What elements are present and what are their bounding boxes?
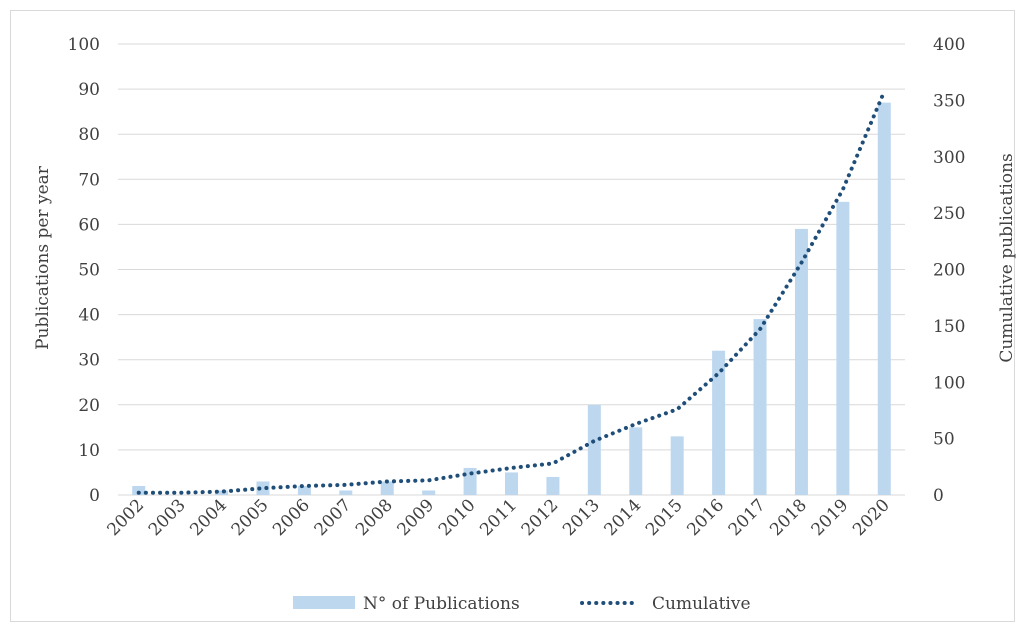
bar-2007 — [339, 490, 353, 495]
x-tick-label: 2013 — [559, 495, 604, 540]
cumulative-line — [136, 89, 887, 495]
x-tick-label: 2019 — [808, 495, 853, 540]
x-tick-label: 2006 — [269, 495, 314, 540]
x-tick-label: 2008 — [352, 495, 397, 540]
y-tick-label-right: 100 — [933, 373, 965, 393]
bar-2004 — [215, 490, 229, 495]
y-tick-label-left: 90 — [78, 80, 100, 100]
x-tick-label: 2009 — [393, 495, 438, 540]
y-tick-label-left: 0 — [89, 486, 100, 506]
right-axis-ticks: 0 50 100 150 200 250 300 350 400 — [933, 35, 965, 506]
bar-2018 — [794, 228, 808, 495]
x-tick-label: 2018 — [766, 495, 811, 540]
bar-2013 — [587, 404, 601, 495]
y-tick-label-left: 80 — [78, 125, 100, 145]
x-tick-label: 2020 — [849, 495, 894, 540]
bar-2015 — [670, 436, 684, 495]
gridlines — [118, 43, 905, 496]
bar-2010 — [463, 467, 477, 495]
x-tick-label: 2003 — [145, 495, 190, 540]
bar-2017 — [753, 319, 767, 495]
bar-2016 — [712, 350, 726, 495]
legend-bar-label: N° of Publications — [363, 594, 520, 614]
y-axis-title-right: Cumulative publications — [997, 153, 1017, 362]
x-tick-label: 2017 — [725, 495, 770, 540]
y-tick-label-left: 40 — [78, 306, 100, 326]
y-axis-title-left: Publications per year — [33, 165, 53, 350]
x-tick-label: 2005 — [228, 495, 273, 540]
bar-2012 — [546, 476, 560, 495]
legend-bar-swatch — [293, 596, 355, 609]
x-tick-label: 2002 — [104, 495, 149, 540]
y-tick-label-left: 20 — [78, 396, 100, 416]
bar-2009 — [422, 490, 436, 495]
x-axis-ticks: 2002200320042005200620072008200920102011… — [104, 495, 894, 540]
bar-2020 — [877, 102, 891, 495]
x-tick-label: 2007 — [311, 495, 356, 540]
y-tick-label-left: 60 — [78, 215, 100, 235]
bar-2014 — [629, 427, 643, 495]
y-tick-label-right: 400 — [933, 35, 965, 55]
y-tick-label-right: 250 — [933, 204, 965, 224]
x-tick-label: 2010 — [435, 495, 480, 540]
y-tick-label-left: 50 — [78, 261, 100, 281]
y-tick-label-left: 30 — [78, 351, 100, 371]
legend-line-label: Cumulative — [652, 594, 751, 614]
y-tick-label-right: 0 — [933, 486, 944, 506]
bar-2002 — [132, 485, 146, 495]
cumulative-series — [136, 89, 887, 495]
x-tick-label: 2011 — [476, 495, 521, 540]
legend: N° of Publications Cumulative — [293, 594, 751, 614]
bar-2006 — [297, 485, 311, 495]
x-tick-label: 2016 — [683, 495, 728, 540]
y-tick-label-right: 200 — [933, 261, 965, 281]
x-tick-label: 2012 — [518, 495, 563, 540]
bar-2019 — [836, 201, 850, 495]
x-tick-label: 2015 — [642, 495, 687, 540]
bar-series — [132, 102, 891, 495]
bar-2008 — [380, 481, 394, 495]
x-tick-label: 2014 — [601, 495, 646, 540]
y-tick-label-right: 350 — [933, 91, 965, 111]
y-tick-label-right: 150 — [933, 317, 965, 337]
bar-2005 — [256, 481, 270, 495]
y-tick-label-right: 50 — [933, 430, 955, 450]
y-tick-label-right: 300 — [933, 148, 965, 168]
y-tick-label-left: 10 — [78, 441, 100, 461]
bar-2011 — [505, 472, 518, 495]
x-tick-label: 2004 — [186, 495, 231, 540]
y-tick-label-left: 100 — [68, 35, 100, 55]
y-tick-label-left: 70 — [78, 170, 100, 190]
left-axis-ticks: 0 10 20 30 40 50 60 70 80 90 100 — [68, 35, 100, 506]
